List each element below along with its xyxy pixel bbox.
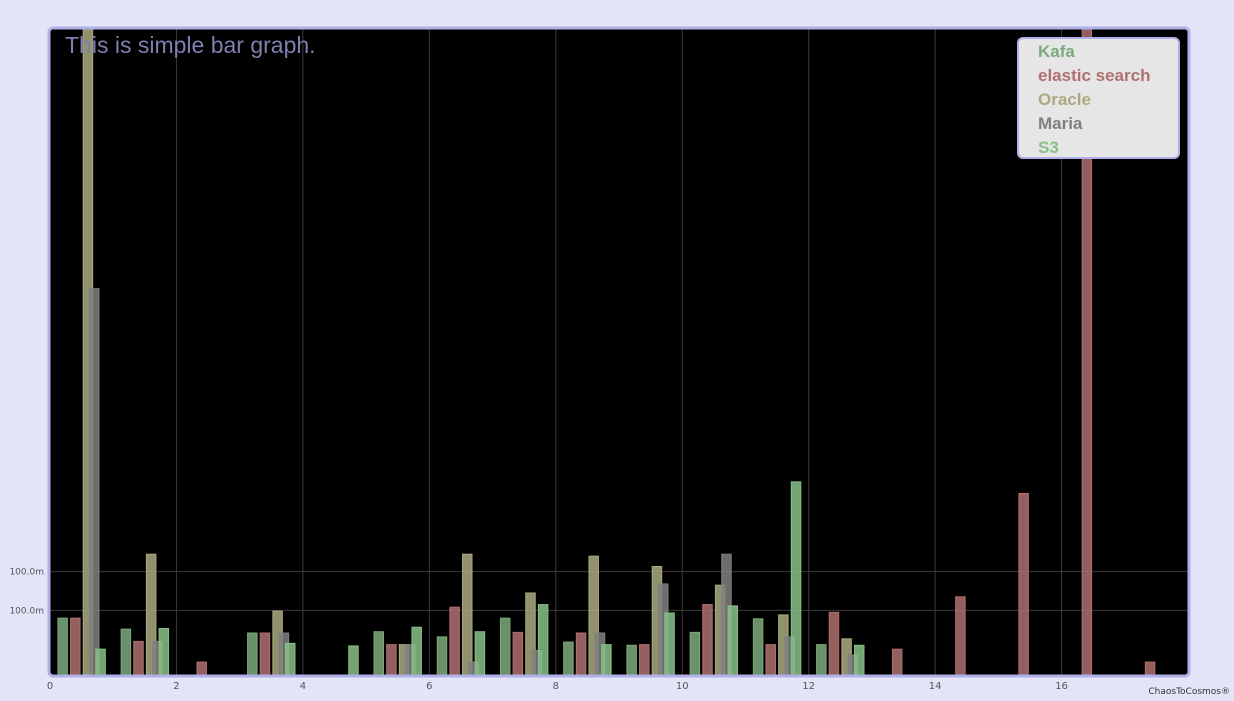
bar — [70, 617, 81, 676]
bar — [386, 644, 397, 676]
bar — [120, 628, 132, 676]
bar — [727, 605, 739, 676]
plot-area — [50, 29, 1188, 675]
bar — [436, 636, 448, 676]
bar — [790, 481, 802, 676]
credit-text: ChaosToCosmos® — [1148, 687, 1230, 697]
bar — [664, 612, 675, 676]
plot-border — [47, 26, 1191, 678]
axes: 0 2 4 6 8 10 12 14 16 100.0m 100.0m — [9, 568, 1067, 692]
bar — [89, 288, 100, 676]
bar — [247, 632, 258, 676]
x-tick-label: 10 — [676, 681, 689, 692]
bar — [854, 644, 865, 676]
x-tick-label: 12 — [802, 681, 815, 692]
bar — [474, 631, 486, 676]
y-tick-label: 100.0m — [9, 606, 44, 616]
legend-entry: S3 — [1038, 138, 1059, 157]
bar — [411, 626, 422, 676]
x-tick-label: 0 — [47, 681, 53, 692]
bar — [752, 618, 764, 676]
bar — [462, 553, 473, 676]
bar — [95, 648, 106, 676]
bar — [158, 627, 170, 676]
x-tick-label: 16 — [1055, 681, 1068, 692]
bar — [348, 645, 359, 676]
bar — [537, 604, 549, 676]
x-tick-label: 2 — [173, 681, 179, 692]
bar — [196, 661, 207, 676]
bar — [285, 642, 296, 676]
bar — [575, 632, 587, 676]
bar — [373, 631, 384, 676]
legend-entry: Maria — [1038, 114, 1083, 133]
x-tick-label: 4 — [300, 681, 306, 692]
bar — [816, 644, 827, 676]
bar — [955, 596, 966, 676]
bar — [512, 631, 524, 676]
bar — [133, 640, 144, 676]
legend: Kafa elastic search Oracle Maria S3 — [1017, 37, 1180, 159]
legend-entry: Oracle — [1038, 90, 1091, 109]
x-tick-label: 6 — [426, 681, 432, 692]
chart-title: This is simple bar graph. — [65, 32, 316, 58]
bar — [499, 617, 511, 676]
bar — [765, 644, 776, 676]
legend-box — [1017, 37, 1180, 159]
x-tick-label: 8 — [553, 681, 559, 692]
bar — [689, 631, 701, 676]
bar — [449, 606, 460, 676]
bar — [259, 632, 271, 676]
bar — [601, 644, 612, 676]
bar — [702, 604, 713, 676]
bar — [626, 644, 637, 676]
bar — [828, 611, 840, 676]
bar — [639, 644, 650, 676]
bar — [891, 648, 903, 676]
bar — [1018, 492, 1029, 676]
legend-entry: elastic search — [1038, 66, 1150, 85]
bar — [563, 641, 574, 676]
bar — [1144, 661, 1156, 676]
x-tick-label: 14 — [929, 681, 942, 692]
bars — [57, 28, 1156, 676]
y-tick-label: 100.0m — [9, 568, 44, 578]
legend-entry: Kafa — [1038, 42, 1075, 61]
bar — [57, 617, 68, 676]
